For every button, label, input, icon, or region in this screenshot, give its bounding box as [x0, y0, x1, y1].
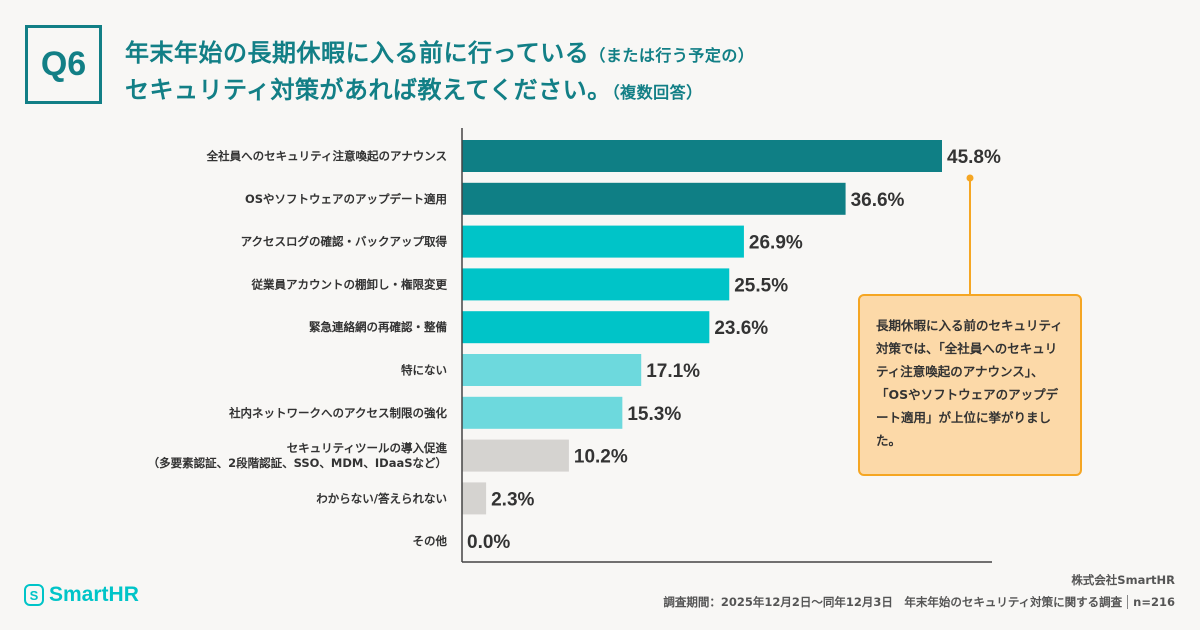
category-label: OSやソフトウェアのアップデート適用	[245, 192, 447, 206]
bar	[462, 225, 744, 258]
bar	[462, 140, 942, 172]
title-note: （または行う予定の）	[589, 46, 755, 65]
sample-size: n=216	[1127, 595, 1175, 609]
bar	[462, 482, 487, 515]
bar	[462, 182, 846, 215]
bar	[462, 396, 623, 429]
title-note: （複数回答）	[611, 83, 703, 102]
category-label: アクセスログの確認・バックアップ取得	[241, 235, 448, 249]
data-label: 45.8%	[947, 147, 1001, 168]
data-label: 2.3%	[491, 489, 534, 510]
title-line-2: セキュリティ対策があれば教えてください。（複数回答）	[125, 70, 703, 105]
category-label: 緊急連絡網の再確認・整備	[309, 320, 447, 334]
survey-period: 調査期間：2025年12月2日〜同年12月3日 年末年始のセキュリティ対策に関す…	[663, 595, 1123, 609]
data-label: 23.6%	[714, 318, 768, 339]
bar	[462, 354, 642, 386]
logo-icon: S	[24, 584, 44, 606]
data-label: 0.0%	[467, 532, 510, 553]
category-label: 従業員アカウントの棚卸し・権限変更	[251, 277, 448, 291]
data-label: 25.5%	[734, 275, 788, 296]
callout-dot	[966, 174, 974, 182]
survey-info: 調査期間：2025年12月2日〜同年12月3日 年末年始のセキュリティ対策に関す…	[663, 594, 1175, 610]
category-label: （多要素認証、2段階認証、SSO、MDM、IDaaSなど）	[148, 456, 447, 470]
title-line-1: 年末年始の長期休暇に入る前に行っている（または行う予定の）	[125, 33, 754, 68]
data-label: 36.6%	[851, 190, 905, 211]
bar	[462, 439, 569, 472]
category-label: セキュリティツールの導入促進	[287, 441, 448, 455]
question-badge: Q6	[25, 25, 102, 104]
data-label: 10.2%	[574, 447, 628, 468]
bar	[462, 268, 730, 301]
data-label: 17.1%	[646, 361, 700, 382]
company-name: 株式会社SmartHR	[1071, 573, 1175, 587]
data-label: 15.3%	[627, 404, 681, 425]
smarthr-logo: S SmartHR	[24, 583, 139, 607]
title-text: 年末年始の長期休暇に入る前に行っている	[125, 39, 590, 67]
title-text: セキュリティ対策があれば教えてください。	[125, 76, 612, 104]
category-label: わからない/答えられない	[316, 491, 447, 505]
logo-text: SmartHR	[49, 583, 139, 606]
bar	[462, 311, 710, 344]
data-label: 26.9%	[749, 233, 803, 254]
category-label: 社内ネットワークへのアクセス制限の強化	[228, 406, 447, 420]
category-label: 特にない	[401, 363, 447, 377]
category-label: 全社員へのセキュリティ注意喚起のアナウンス	[206, 149, 447, 163]
callout-box: 長期休暇に入る前のセキュリティ対策では、「全社員へのセキュリティ注意喚起のアナウ…	[858, 294, 1082, 476]
category-label: その他	[413, 534, 448, 548]
